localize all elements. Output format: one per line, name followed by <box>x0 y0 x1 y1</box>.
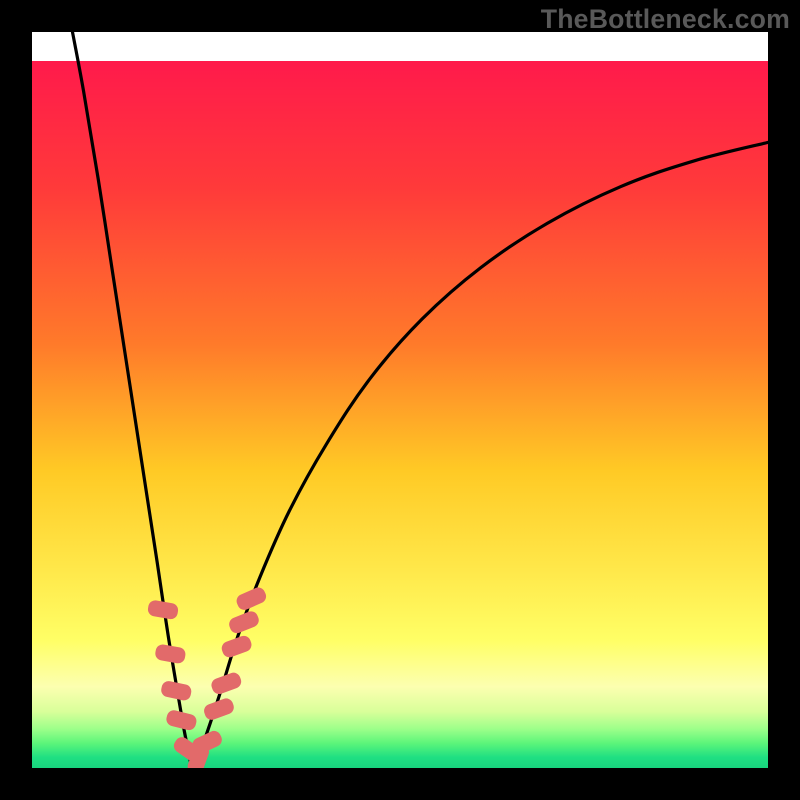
marker-group <box>147 585 268 768</box>
curve-marker <box>165 709 198 732</box>
curve-marker <box>160 680 193 702</box>
curve-marker <box>154 643 186 664</box>
watermark-text: TheBottleneck.com <box>541 4 790 35</box>
plot-area <box>32 32 768 768</box>
curve-marker <box>147 599 179 620</box>
curve-marker <box>227 609 261 635</box>
curve-marker <box>234 585 268 612</box>
chart-root: TheBottleneck.com <box>0 0 800 800</box>
chart-overlay <box>32 32 768 768</box>
